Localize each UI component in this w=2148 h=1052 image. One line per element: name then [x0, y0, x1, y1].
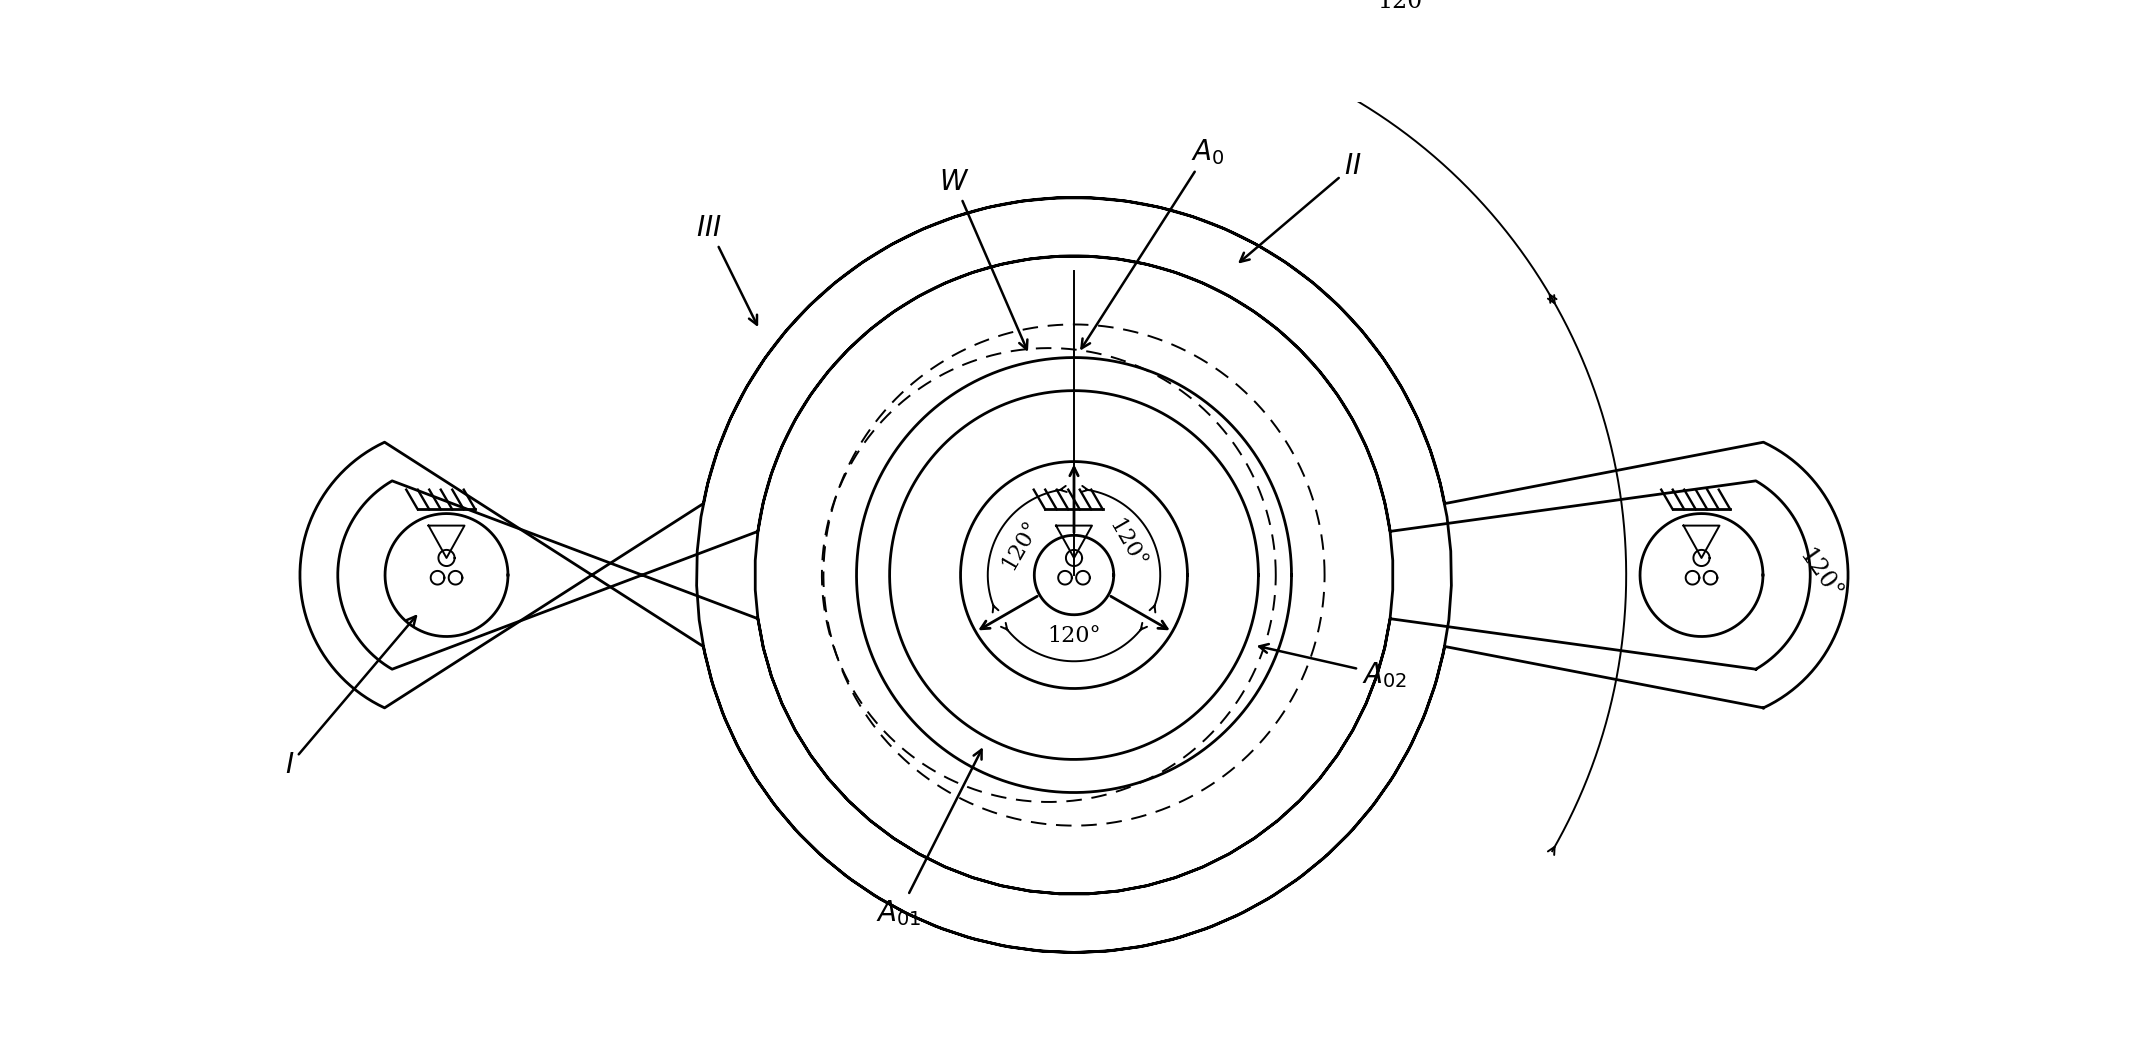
Text: $A_{01}$: $A_{01}$: [876, 750, 982, 928]
Text: 120°: 120°: [1104, 515, 1149, 573]
Text: $W$: $W$: [939, 168, 1027, 349]
Text: $II$: $II$: [1239, 153, 1362, 262]
Text: $I$: $I$: [286, 616, 417, 778]
Text: 120°: 120°: [1377, 0, 1435, 13]
Text: 120°: 120°: [999, 515, 1044, 573]
Text: $A_{02}$: $A_{02}$: [1259, 644, 1407, 690]
Text: $III$: $III$: [696, 215, 756, 325]
Text: 120°: 120°: [1048, 625, 1100, 647]
Text: $A_0$: $A_0$: [1080, 137, 1224, 348]
Text: 120°: 120°: [1794, 545, 1845, 605]
